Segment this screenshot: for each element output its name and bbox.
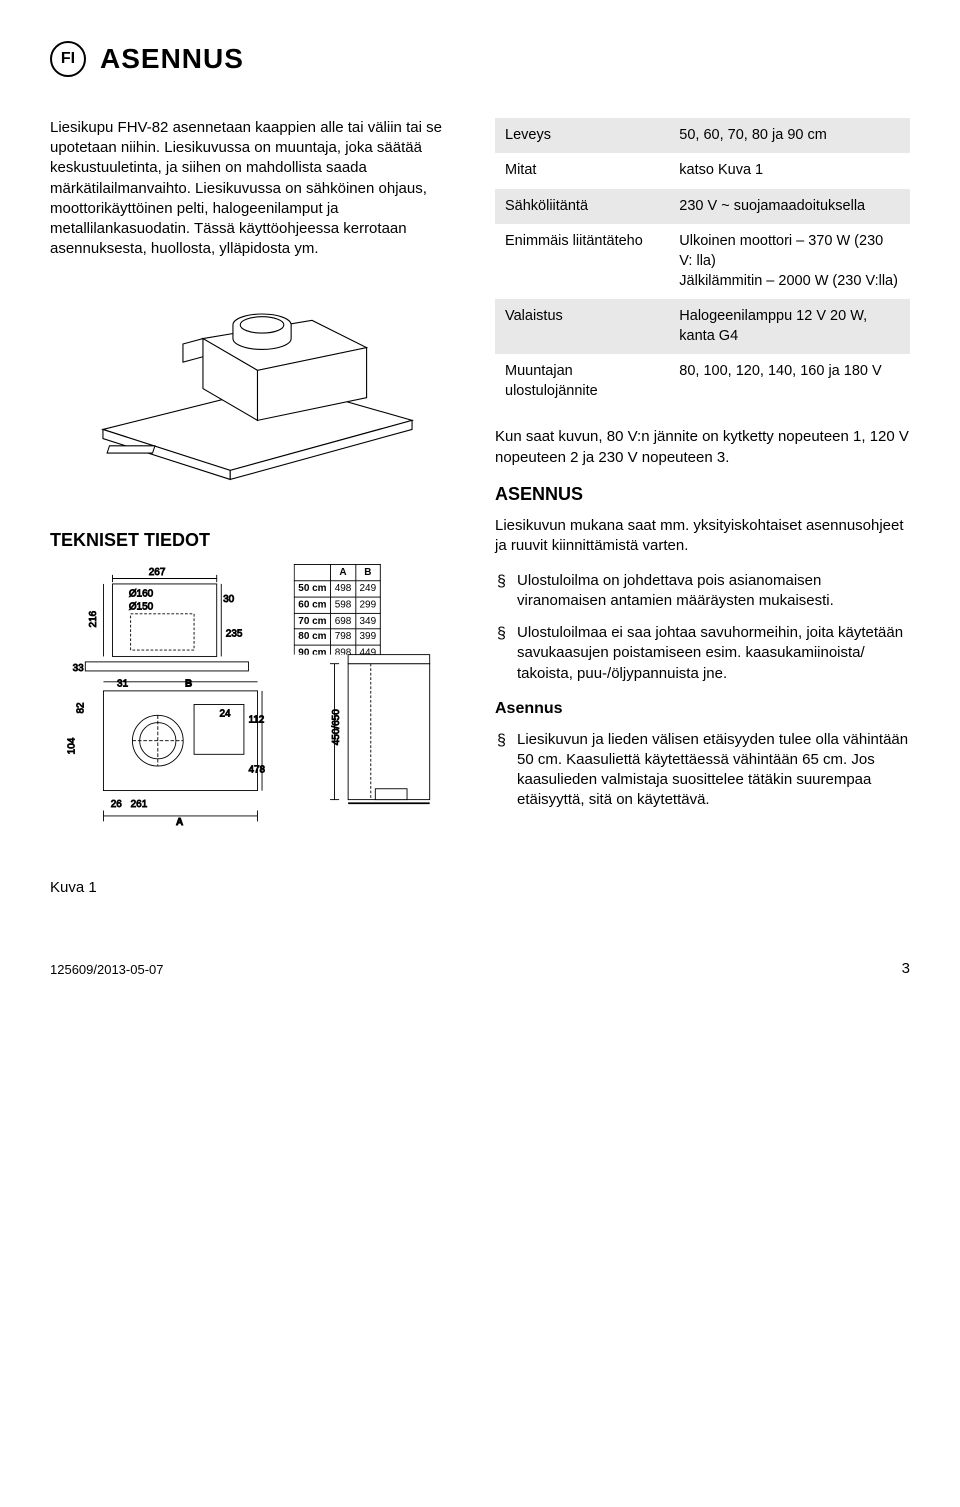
document-id: 125609/2013-05-07	[50, 961, 164, 979]
language-badge: FI	[50, 41, 86, 77]
list-item: Ulostuloilmaa ei saa johtaa savuhormeihi…	[495, 623, 910, 684]
asennus-subheading: Asennus	[495, 698, 910, 720]
intro-paragraph: Liesikupu FHV-82 asennetaan kaappien all…	[50, 118, 465, 260]
technical-drawing: 267 Ø160 Ø150 30 235 216 33	[50, 564, 465, 854]
specifications-table: Leveys50, 60, 70, 80 ja 90 cm Mitatkatso…	[495, 118, 910, 410]
dim-104: 104	[66, 737, 77, 754]
spec-row: Muuntajan ulostulojännite80, 100, 120, 1…	[495, 354, 910, 409]
page-title: ASENNUS	[100, 40, 244, 78]
page-footer: 125609/2013-05-07 3	[50, 959, 910, 979]
dim-450-650: 450/650	[331, 709, 342, 745]
figure-label: Kuva 1	[50, 878, 465, 898]
dim-478: 478	[248, 765, 265, 776]
dim-30: 30	[223, 594, 235, 605]
asennus-bullets: Ulostuloilma on johdettava pois asianoma…	[495, 571, 910, 684]
spec-row: ValaistusHalogeenilamppu 12 V 20 W, kant…	[495, 299, 910, 354]
right-column: Leveys50, 60, 70, 80 ja 90 cm Mitatkatso…	[495, 118, 910, 899]
spec-row: Enimmäis liitäntätehoUlkoinen moottori –…	[495, 224, 910, 299]
dim-label-B-top: B	[185, 678, 192, 689]
product-illustration	[50, 284, 465, 484]
page-number: 3	[902, 959, 910, 979]
asennus-heading: ASENNUS	[495, 482, 910, 506]
two-column-layout: Liesikupu FHV-82 asennetaan kaappien all…	[50, 118, 910, 899]
dim-261: 261	[131, 799, 148, 810]
tekniset-tiedot-heading: TEKNISET TIEDOT	[50, 528, 465, 552]
dim-label-A-bottom: A	[176, 817, 183, 828]
dim-d150: Ø150	[129, 601, 154, 612]
dim-31: 31	[117, 678, 129, 689]
page-header: FI ASENNUS	[50, 40, 910, 78]
spec-row: Sähköliitäntä230 V ~ suojamaadoituksella	[495, 189, 910, 225]
dim-235: 235	[226, 629, 243, 640]
dimension-ab-table: AB 50 cm498249 60 cm598299 70 cm698349 8…	[294, 564, 381, 655]
asennus-intro: Liesikuvun mukana saat mm. yksityiskohta…	[495, 516, 910, 557]
voltage-note: Kun saat kuvun, 80 V:n jännite on kytket…	[495, 427, 910, 468]
asennus-bullets-2: Liesikuvun ja lieden välisen etäisyyden …	[495, 730, 910, 811]
left-column: Liesikupu FHV-82 asennetaan kaappien all…	[50, 118, 465, 899]
dim-26: 26	[111, 799, 123, 810]
spec-row: Mitatkatso Kuva 1	[495, 153, 910, 189]
dim-33: 33	[73, 663, 85, 674]
dim-216: 216	[88, 610, 99, 627]
dim-d160: Ø160	[129, 589, 154, 600]
list-item: Ulostuloilma on johdettava pois asianoma…	[495, 571, 910, 612]
dim-24: 24	[219, 708, 231, 719]
list-item: Liesikuvun ja lieden välisen etäisyyden …	[495, 730, 910, 811]
spec-row: Leveys50, 60, 70, 80 ja 90 cm	[495, 118, 910, 154]
dim-82: 82	[76, 702, 87, 714]
dim-267: 267	[149, 567, 166, 578]
